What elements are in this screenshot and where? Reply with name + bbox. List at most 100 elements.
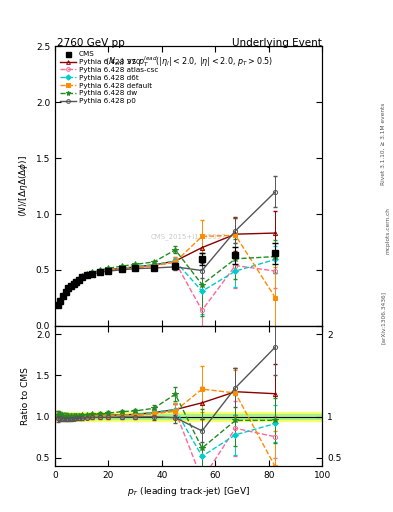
CMS bbox=[85, 272, 90, 278]
Pythia 6.428 default bbox=[90, 270, 95, 276]
Text: Rivet 3.1.10, ≥ 3.1M events: Rivet 3.1.10, ≥ 3.1M events bbox=[381, 102, 386, 184]
CMS bbox=[63, 289, 68, 295]
Y-axis label: Ratio to CMS: Ratio to CMS bbox=[21, 367, 30, 425]
Pythia 6.428 d6t bbox=[98, 268, 103, 274]
Pythia 6.428 p0 bbox=[85, 273, 90, 279]
Pythia 6.428 p0 bbox=[61, 294, 65, 300]
Line: Pythia 6.428 p0: Pythia 6.428 p0 bbox=[55, 189, 277, 308]
Pythia 6.428 d6t bbox=[200, 288, 204, 294]
Legend: CMS, Pythia 6.428 370, Pythia 6.428 atlas-csc, Pythia 6.428 d6t, Pythia 6.428 de: CMS, Pythia 6.428 370, Pythia 6.428 atla… bbox=[59, 50, 160, 106]
CMS bbox=[55, 302, 60, 308]
Pythia 6.428 370 bbox=[55, 302, 60, 308]
Line: Pythia 6.428 370: Pythia 6.428 370 bbox=[55, 231, 277, 307]
Pythia 6.428 atlas-csc bbox=[55, 302, 60, 308]
Pythia 6.428 370 bbox=[98, 268, 103, 274]
Pythia 6.428 default bbox=[273, 295, 278, 301]
Pythia 6.428 370 bbox=[90, 270, 95, 276]
Pythia 6.428 d6t bbox=[233, 268, 238, 274]
Line: CMS: CMS bbox=[55, 250, 278, 308]
Pythia 6.428 370 bbox=[173, 258, 178, 264]
CMS bbox=[133, 265, 138, 271]
Pythia 6.428 default bbox=[66, 285, 71, 291]
Pythia 6.428 p0 bbox=[55, 303, 60, 309]
Pythia 6.428 dw bbox=[61, 293, 65, 299]
CMS bbox=[273, 250, 278, 257]
Pythia 6.428 370 bbox=[133, 264, 138, 270]
Pythia 6.428 d6t bbox=[66, 285, 71, 291]
Pythia 6.428 atlas-csc bbox=[133, 265, 138, 271]
Pythia 6.428 dw bbox=[133, 261, 138, 267]
Text: [arXiv:1306.3436]: [arXiv:1306.3436] bbox=[381, 291, 386, 344]
Pythia 6.428 default bbox=[200, 233, 204, 240]
Pythia 6.428 d6t bbox=[90, 270, 95, 276]
Pythia 6.428 p0 bbox=[233, 228, 238, 234]
Pythia 6.428 d6t bbox=[152, 262, 156, 268]
Pythia 6.428 d6t bbox=[273, 257, 278, 263]
Pythia 6.428 default bbox=[119, 266, 124, 272]
Bar bbox=[55, 412, 322, 421]
CMS bbox=[72, 281, 76, 287]
Pythia 6.428 370 bbox=[69, 283, 73, 289]
Pythia 6.428 dw bbox=[152, 259, 156, 265]
Pythia 6.428 default bbox=[98, 268, 103, 274]
Pythia 6.428 p0 bbox=[72, 282, 76, 288]
Pythia 6.428 dw bbox=[72, 281, 76, 287]
Pythia 6.428 default bbox=[133, 265, 138, 271]
Pythia 6.428 p0 bbox=[119, 267, 124, 273]
Pythia 6.428 dw bbox=[79, 273, 84, 280]
CMS bbox=[233, 252, 238, 259]
Pythia 6.428 p0 bbox=[106, 268, 111, 274]
Pythia 6.428 atlas-csc bbox=[72, 281, 76, 287]
Pythia 6.428 atlas-csc bbox=[58, 297, 63, 304]
Line: Pythia 6.428 d6t: Pythia 6.428 d6t bbox=[55, 257, 277, 307]
Pythia 6.428 dw bbox=[69, 283, 73, 289]
Pythia 6.428 atlas-csc bbox=[119, 266, 124, 272]
Pythia 6.428 atlas-csc bbox=[152, 263, 156, 269]
Pythia 6.428 370 bbox=[72, 281, 76, 287]
Pythia 6.428 370 bbox=[152, 262, 156, 268]
CMS bbox=[119, 266, 124, 272]
Pythia 6.428 dw bbox=[106, 265, 111, 271]
Pythia 6.428 dw bbox=[55, 302, 60, 308]
Pythia 6.428 default bbox=[77, 276, 81, 283]
Pythia 6.428 p0 bbox=[63, 290, 68, 296]
Pythia 6.428 atlas-csc bbox=[79, 274, 84, 281]
Pythia 6.428 d6t bbox=[119, 265, 124, 271]
Pythia 6.428 default bbox=[55, 302, 60, 308]
Pythia 6.428 370 bbox=[79, 274, 84, 280]
Pythia 6.428 370 bbox=[200, 245, 204, 251]
Pythia 6.428 p0 bbox=[66, 286, 71, 292]
Pythia 6.428 dw bbox=[98, 267, 103, 273]
CMS bbox=[98, 269, 103, 275]
Pythia 6.428 atlas-csc bbox=[85, 272, 90, 278]
CMS bbox=[173, 263, 178, 269]
Pythia 6.428 370 bbox=[77, 276, 81, 282]
Pythia 6.428 p0 bbox=[133, 266, 138, 272]
Pythia 6.428 atlas-csc bbox=[77, 276, 81, 283]
CMS bbox=[61, 293, 65, 300]
Pythia 6.428 atlas-csc bbox=[200, 307, 204, 313]
Pythia 6.428 d6t bbox=[69, 283, 73, 289]
CMS bbox=[66, 285, 71, 291]
Pythia 6.428 d6t bbox=[173, 258, 178, 264]
Pythia 6.428 atlas-csc bbox=[98, 268, 103, 274]
CMS bbox=[90, 271, 95, 277]
Pythia 6.428 p0 bbox=[273, 188, 278, 195]
Pythia 6.428 dw bbox=[66, 285, 71, 291]
Pythia 6.428 default bbox=[173, 259, 178, 265]
Text: $\langle N_{ch}\rangle$ vs $p_T^{lead}$($|\eta_l|{<}2.0,\,|\eta|{<}2.0,\,p_T{>}0: $\langle N_{ch}\rangle$ vs $p_T^{lead}$(… bbox=[105, 54, 273, 70]
Pythia 6.428 atlas-csc bbox=[69, 283, 73, 289]
Pythia 6.428 default bbox=[106, 267, 111, 273]
CMS bbox=[69, 283, 73, 289]
Pythia 6.428 atlas-csc bbox=[63, 289, 68, 295]
Pythia 6.428 370 bbox=[58, 297, 63, 304]
Pythia 6.428 dw bbox=[85, 271, 90, 277]
Pythia 6.428 dw bbox=[173, 247, 178, 253]
Pythia 6.428 default bbox=[152, 263, 156, 269]
Pythia 6.428 dw bbox=[233, 255, 238, 262]
Pythia 6.428 d6t bbox=[133, 264, 138, 270]
Pythia 6.428 atlas-csc bbox=[66, 285, 71, 291]
Pythia 6.428 atlas-csc bbox=[233, 263, 238, 269]
Pythia 6.428 dw bbox=[90, 269, 95, 275]
Pythia 6.428 p0 bbox=[173, 264, 178, 270]
